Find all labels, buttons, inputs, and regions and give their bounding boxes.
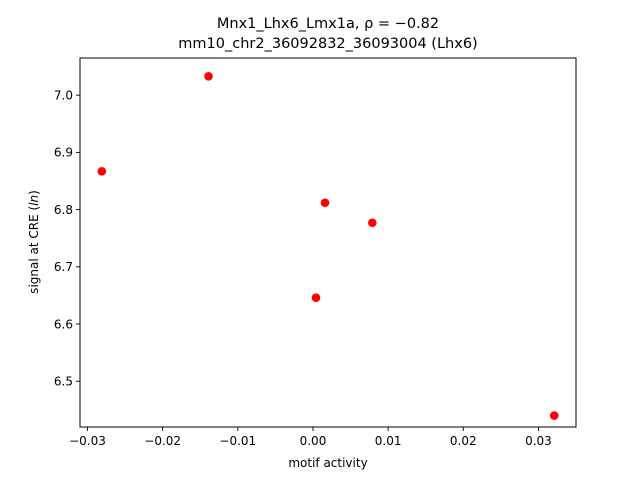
axes-frame [79,57,577,428]
title-rho: ρ = −0.82 [364,16,439,32]
plot-area [97,72,559,420]
chart-title-line1: Mnx1_Lhx6_Lmx1a, ρ = −0.82 [217,16,439,32]
y-tick-label: 6.8 [54,203,73,217]
y-axis-label: signal at CRE (ln) [27,190,41,294]
x-tick-label: −0.03 [69,434,106,448]
y-axis-label-suffix: ) [27,190,41,195]
x-tick-label: 0.00 [300,434,327,448]
y-axis: 6.5 6.6 6.7 6.8 6.9 7.0 [54,88,80,389]
data-point-0 [97,166,107,176]
x-axis-label: motif activity [288,456,367,470]
x-tick-label: 0.02 [450,434,477,448]
data-point-4 [311,293,321,303]
y-tick-label: 6.9 [54,146,73,160]
data-point-5 [549,411,559,420]
y-tick-label: 6.7 [54,260,73,274]
x-tick-label: −0.02 [144,434,181,448]
x-axis: −0.03 −0.02 −0.01 0.00 0.01 0.02 0.03 [69,427,552,448]
data-point-3 [368,218,377,228]
y-axis-label-ln: ln [27,195,41,206]
data-point-2 [320,198,330,208]
y-tick-label: 6.6 [54,317,73,331]
chart-title-line2: mm10_chr2_36092832_36093004 (Lhx6) [178,36,477,52]
y-axis-label-prefix: signal at CRE ( [27,206,41,294]
title-genes: Mnx1_Lhx6_Lmx1a, [217,16,364,32]
data-point-1 [204,72,213,81]
x-tick-label: 0.01 [375,434,402,448]
y-tick-label: 6.5 [54,375,73,389]
x-tick-label: −0.01 [219,434,256,448]
y-tick-label: 7.0 [54,88,73,102]
x-tick-label: 0.03 [525,434,552,448]
